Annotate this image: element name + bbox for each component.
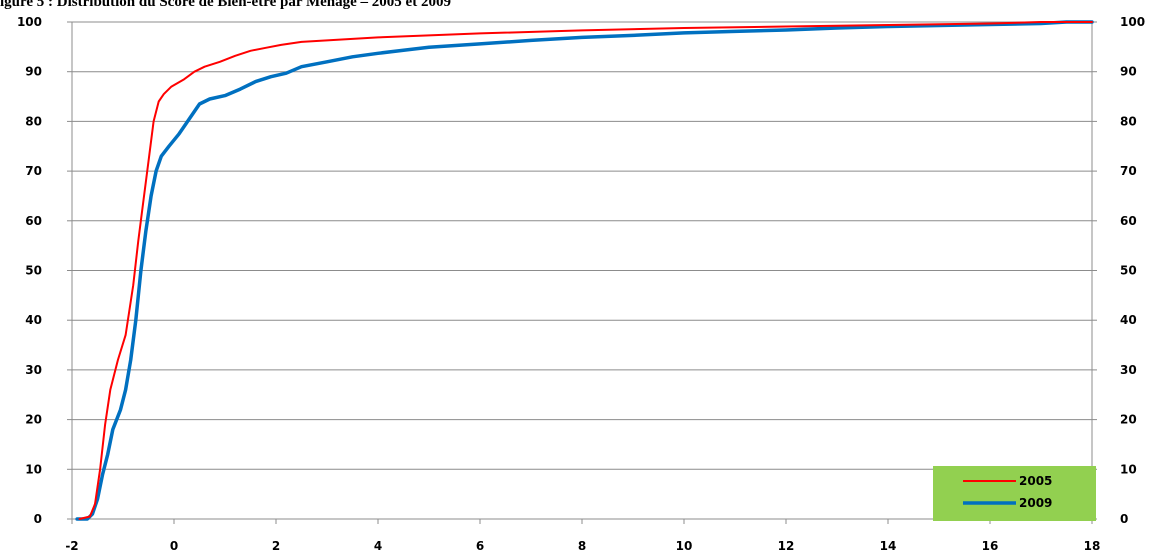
y-tick-label-left: 50 [25,264,42,278]
y-tick-label-right: 50 [1120,264,1137,278]
y-tick-label-right: 30 [1120,363,1137,377]
y-tick-label-left: 60 [25,214,42,228]
y-tick-label-left: 80 [25,114,42,128]
x-tick-label: 8 [578,539,586,553]
axes [67,21,1097,524]
x-tick-label: 6 [476,539,484,553]
y-tick-label-left: 20 [25,413,42,427]
y-tick-label-left: 10 [25,462,42,476]
y-tick-label-left: 0 [34,512,42,526]
series-line-2005 [78,21,1093,520]
x-tick-label: 14 [880,539,897,553]
y-tick-label-left: 40 [25,313,42,327]
legend-label-2005: 2005 [1019,474,1052,488]
y-tick-label-right: 70 [1120,164,1137,178]
chart-title: igure 5 : Distribution du Score de Bien-… [0,0,451,10]
x-tick-label: 10 [676,539,693,553]
series-line-2009 [75,20,1094,521]
y-tick-label-right: 60 [1120,214,1137,228]
x-tick-label: 12 [778,539,795,553]
x-tick-label: 4 [374,539,382,553]
y-tick-label-right: 90 [1120,65,1137,79]
x-tick-label: 16 [982,539,999,553]
x-tick-label: 18 [1084,539,1101,553]
y-tick-label-right: 100 [1120,15,1145,29]
x-tick-label: 2 [272,539,280,553]
y-tick-label-left: 100 [17,15,42,29]
legend: 2005 2009 [933,466,1096,521]
y-tick-label-right: 0 [1120,512,1128,526]
y-tick-label-left: 30 [25,363,42,377]
y-tick-label-left: 90 [25,65,42,79]
y-tick-label-right: 40 [1120,313,1137,327]
y-tick-label-left: 70 [25,164,42,178]
y-tick-label-right: 20 [1120,413,1137,427]
legend-label-2009: 2009 [1019,496,1052,510]
x-tick-label: -2 [65,539,78,553]
series-lines [75,20,1094,521]
y-tick-label-right: 10 [1120,462,1137,476]
legend-box [933,466,1096,521]
x-tick-label: 0 [170,539,178,553]
y-tick-label-right: 80 [1120,114,1137,128]
